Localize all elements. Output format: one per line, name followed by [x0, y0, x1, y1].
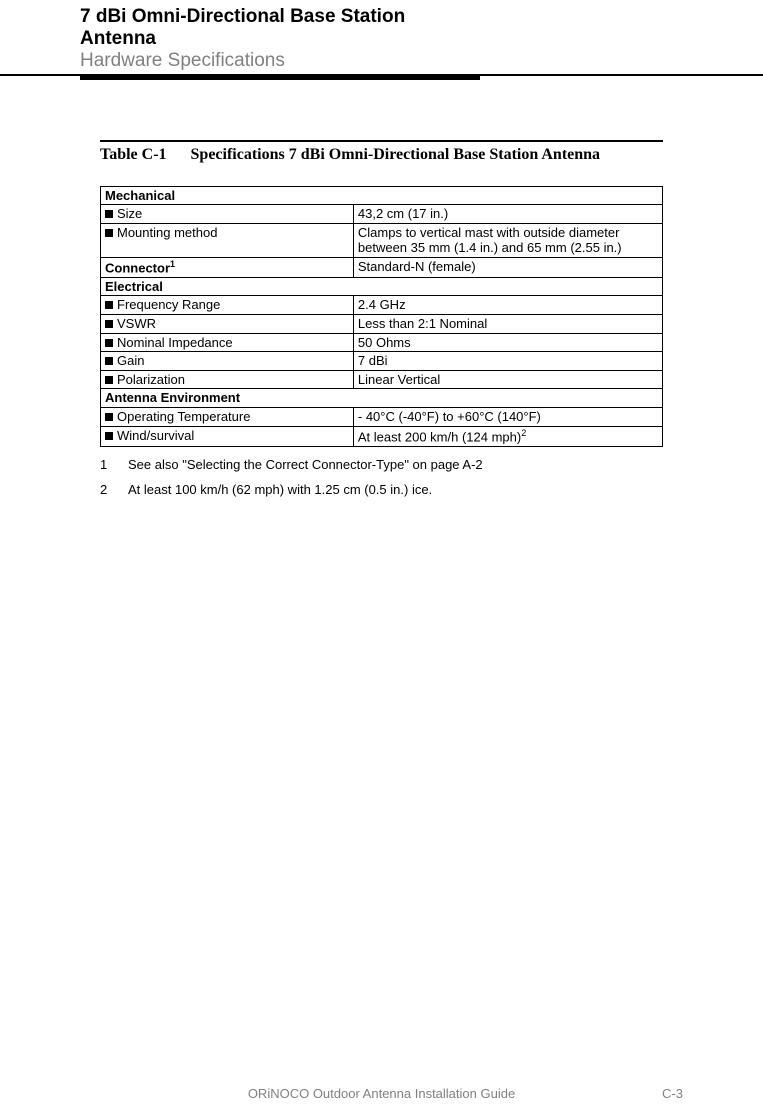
spec-label-text: VSWR: [117, 316, 156, 331]
table-row: Mounting method Clamps to vertical mast …: [101, 223, 663, 257]
spec-label-text: Operating Temperature: [117, 409, 250, 424]
table-caption-wrap: Table C-1 Specifications 7 dBi Omni-Dire…: [100, 140, 663, 164]
table-row: Operating Temperature - 40°C (-40°F) to …: [101, 407, 663, 426]
spec-label: Frequency Range: [101, 296, 354, 315]
bullet-icon: [105, 376, 113, 384]
footnotes: 1 See also "Selecting the Correct Connec…: [100, 457, 663, 497]
section-heading: Mechanical: [101, 186, 663, 205]
footnote-num: 1: [100, 457, 128, 472]
spec-label: Wind/survival: [101, 426, 354, 446]
bullet-icon: [105, 357, 113, 365]
spec-value: 50 Ohms: [353, 333, 662, 352]
footer-center: ORiNOCO Outdoor Antenna Installation Gui…: [0, 1086, 763, 1101]
table-caption: Table C-1 Specifications 7 dBi Omni-Dire…: [100, 146, 663, 164]
table-caption-label: Table C-1: [100, 146, 167, 164]
spec-label-text: Frequency Range: [117, 297, 220, 312]
spec-value: 2.4 GHz: [353, 296, 662, 315]
bullet-icon: [105, 432, 113, 440]
spec-value: Less than 2:1 Nominal: [353, 315, 662, 334]
spec-value: 7 dBi: [353, 352, 662, 371]
footnote: 1 See also "Selecting the Correct Connec…: [100, 457, 663, 472]
spec-label: Operating Temperature: [101, 407, 354, 426]
table-row: Polarization Linear Vertical: [101, 370, 663, 389]
bullet-icon: [105, 339, 113, 347]
table-caption-text: Specifications 7 dBi Omni-Directional Ba…: [191, 146, 601, 163]
spec-label-text: Mounting method: [117, 225, 217, 240]
spec-label: Nominal Impedance: [101, 333, 354, 352]
header-subtitle: Hardware Specifications: [80, 50, 683, 72]
spec-table: Mechanical Size 43,2 cm (17 in.) Mountin…: [100, 186, 663, 447]
spec-label-text: Nominal Impedance: [117, 335, 233, 350]
footnote-num: 2: [100, 482, 128, 497]
spec-value: At least 200 km/h (124 mph)2: [353, 426, 662, 446]
header-title-line1: 7 dBi Omni-Directional Base Station: [80, 6, 683, 28]
spec-value: Clamps to vertical mast with outside dia…: [353, 223, 662, 257]
footnote-text: See also "Selecting the Correct Connecto…: [128, 457, 483, 472]
spec-label: VSWR: [101, 315, 354, 334]
section-electrical: Electrical: [101, 277, 663, 296]
footnote-text: At least 100 km/h (62 mph) with 1.25 cm …: [128, 482, 432, 497]
spec-label: Polarization: [101, 370, 354, 389]
bullet-icon: [105, 320, 113, 328]
spec-label: Size: [101, 205, 354, 224]
page-content: Table C-1 Specifications 7 dBi Omni-Dire…: [0, 80, 763, 497]
table-row: Wind/survival At least 200 km/h (124 mph…: [101, 426, 663, 446]
spec-label-text: Gain: [117, 353, 144, 368]
spec-value: - 40°C (-40°F) to +60°C (140°F): [353, 407, 662, 426]
section-heading: Connector1: [101, 257, 354, 277]
section-mechanical: Mechanical: [101, 186, 663, 205]
page-footer: ORiNOCO Outdoor Antenna Installation Gui…: [0, 1086, 763, 1101]
section-heading: Antenna Environment: [101, 389, 663, 408]
header-title-line2: Antenna: [80, 28, 683, 50]
table-row: VSWR Less than 2:1 Nominal: [101, 315, 663, 334]
section-heading-text: Connector: [105, 260, 170, 275]
spec-value-sup: 2: [521, 428, 526, 438]
spec-label-text: Polarization: [117, 372, 185, 387]
spec-label-text: Wind/survival: [117, 428, 194, 443]
bullet-icon: [105, 413, 113, 421]
bullet-icon: [105, 301, 113, 309]
spec-value-text: At least 200 km/h (124 mph): [358, 429, 521, 444]
bullet-icon: [105, 229, 113, 237]
bullet-icon: [105, 210, 113, 218]
footnote: 2 At least 100 km/h (62 mph) with 1.25 c…: [100, 482, 663, 497]
table-row: Frequency Range 2.4 GHz: [101, 296, 663, 315]
section-environment: Antenna Environment: [101, 389, 663, 408]
spec-label-text: Size: [117, 206, 142, 221]
page-header: 7 dBi Omni-Directional Base Station Ante…: [0, 0, 763, 72]
spec-label: Mounting method: [101, 223, 354, 257]
section-heading: Electrical: [101, 277, 663, 296]
table-row: Nominal Impedance 50 Ohms: [101, 333, 663, 352]
table-row: Gain 7 dBi: [101, 352, 663, 371]
spec-value: 43,2 cm (17 in.): [353, 205, 662, 224]
section-connector: Connector1 Standard-N (female): [101, 257, 663, 277]
spec-label: Gain: [101, 352, 354, 371]
section-heading-sup: 1: [170, 259, 175, 269]
spec-value: Linear Vertical: [353, 370, 662, 389]
spec-value: Standard-N (female): [353, 257, 662, 277]
table-row: Size 43,2 cm (17 in.): [101, 205, 663, 224]
